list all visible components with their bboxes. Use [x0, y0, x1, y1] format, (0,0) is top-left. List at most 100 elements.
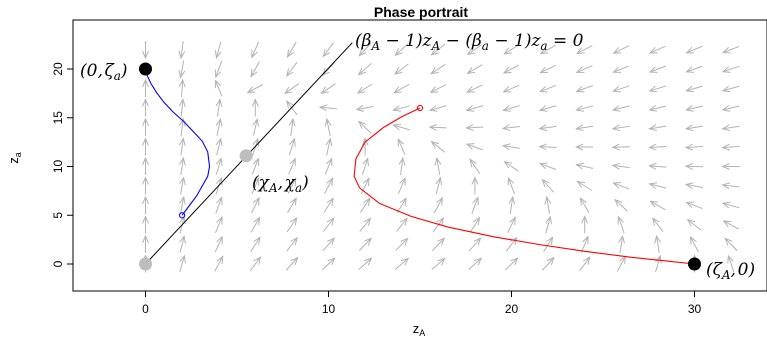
field-arrow-4 — [285, 258, 297, 271]
field-arrow-128 — [466, 127, 484, 128]
field-arrow-146 — [503, 106, 520, 111]
field-arrow-58 — [396, 198, 406, 213]
field-arrow-159 — [358, 83, 373, 93]
field-arrow-173 — [287, 61, 298, 76]
field-arrow-167 — [650, 85, 667, 91]
equilibrium-zeta-A-0 — [688, 257, 701, 271]
field-arrow-24 — [395, 238, 408, 251]
field-arrow-184 — [686, 65, 703, 72]
field-arrow-118 — [723, 146, 740, 147]
field-arrow-59 — [433, 198, 442, 214]
field-arrow-181 — [577, 65, 593, 73]
field-arrow-126 — [394, 125, 411, 130]
field-arrow-56 — [323, 198, 333, 213]
field-arrow-109 — [398, 139, 406, 155]
field-arrow-141 — [320, 107, 338, 109]
y-tick-label-4: 20 — [51, 62, 65, 76]
field-arrow-148 — [576, 106, 594, 110]
field-arrow-12 — [579, 257, 590, 272]
field-arrow-150 — [650, 106, 667, 110]
field-arrow-95 — [505, 162, 519, 172]
field-arrow-113 — [540, 147, 557, 148]
field-arrow-22 — [322, 238, 334, 252]
field-arrow-10 — [505, 258, 517, 271]
start-point-blue — [179, 212, 186, 219]
field-arrow-180 — [540, 64, 556, 72]
equilibrium-0-zeta-a — [139, 62, 152, 76]
field-arrow-188 — [216, 41, 221, 57]
field-arrow-47 — [619, 217, 625, 234]
field-arrow-110 — [432, 142, 446, 153]
field-arrow-174 — [323, 62, 335, 75]
field-arrow-33 — [725, 238, 738, 251]
field-arrow-138 — [217, 100, 219, 117]
field-arrow-18 — [180, 236, 184, 253]
field-arrow-193 — [395, 43, 409, 55]
field-arrow-54 — [251, 198, 260, 214]
field-arrow-131 — [576, 126, 594, 129]
field-arrow-92 — [401, 158, 403, 175]
field-arrow-107 — [327, 139, 331, 156]
field-arrow-120 — [181, 119, 183, 136]
field-arrow-87 — [216, 158, 221, 175]
y-tick-label-2: 10 — [51, 160, 65, 174]
field-arrow-11 — [541, 258, 553, 271]
field-arrow-44 — [507, 217, 516, 233]
field-arrow-61 — [510, 197, 512, 214]
field-arrow-145 — [467, 105, 484, 111]
field-arrow-196 — [504, 44, 519, 54]
field-arrow-199 — [614, 45, 630, 53]
field-arrow-37 — [250, 218, 259, 233]
field-arrow-142 — [357, 107, 374, 110]
field-arrow-76 — [436, 178, 440, 195]
field-arrow-201 — [687, 45, 703, 52]
field-arrow-185 — [723, 65, 740, 71]
field-arrow-88 — [251, 159, 258, 175]
field-arrow-74 — [360, 178, 369, 194]
field-arrow-39 — [322, 218, 333, 233]
y-axis: 0 5 10 15 20 — [51, 62, 73, 267]
field-arrow-170 — [181, 60, 184, 78]
field-arrow-200 — [650, 45, 666, 53]
field-arrow-134 — [686, 126, 703, 129]
field-arrow-89 — [288, 159, 296, 175]
field-arrow-75 — [397, 178, 405, 195]
field-arrow-176 — [395, 63, 409, 74]
field-arrow-6 — [358, 258, 372, 271]
field-arrow-43 — [469, 218, 479, 233]
field-arrow-1 — [179, 256, 185, 273]
field-arrow-127 — [430, 127, 447, 128]
field-arrow-57 — [359, 198, 369, 213]
field-arrow-13 — [616, 257, 625, 272]
field-arrow-19 — [214, 237, 222, 253]
field-arrow-16 — [728, 256, 735, 273]
field-arrow-36 — [215, 217, 221, 234]
field-arrow-93 — [437, 158, 440, 175]
field-arrow-149 — [613, 106, 630, 110]
field-arrow-94 — [470, 159, 481, 174]
x-axis-label: zA — [413, 321, 426, 338]
y-axis-label: za — [6, 152, 23, 164]
vector-field — [146, 41, 740, 273]
field-arrow-104 — [217, 139, 221, 156]
field-arrow-155 — [215, 81, 223, 97]
trajectory-red — [353, 107, 695, 265]
field-arrow-23 — [358, 238, 371, 251]
start-point-red — [416, 104, 424, 112]
field-arrow-111 — [467, 144, 484, 151]
field-arrow-29 — [581, 237, 587, 253]
field-arrow-3 — [249, 257, 260, 272]
field-arrow-63 — [580, 198, 590, 214]
field-arrow-65 — [651, 201, 666, 211]
field-arrow-32 — [691, 237, 699, 253]
field-arrow-69 — [181, 178, 184, 195]
field-arrow-115 — [613, 147, 630, 148]
field-arrow-179 — [504, 64, 520, 73]
field-arrow-151 — [686, 106, 703, 110]
field-arrow-164 — [540, 84, 557, 91]
field-arrow-117 — [686, 146, 704, 147]
field-arrow-175 — [359, 62, 372, 74]
field-arrow-20 — [250, 237, 260, 252]
field-arrow-160 — [394, 83, 410, 92]
